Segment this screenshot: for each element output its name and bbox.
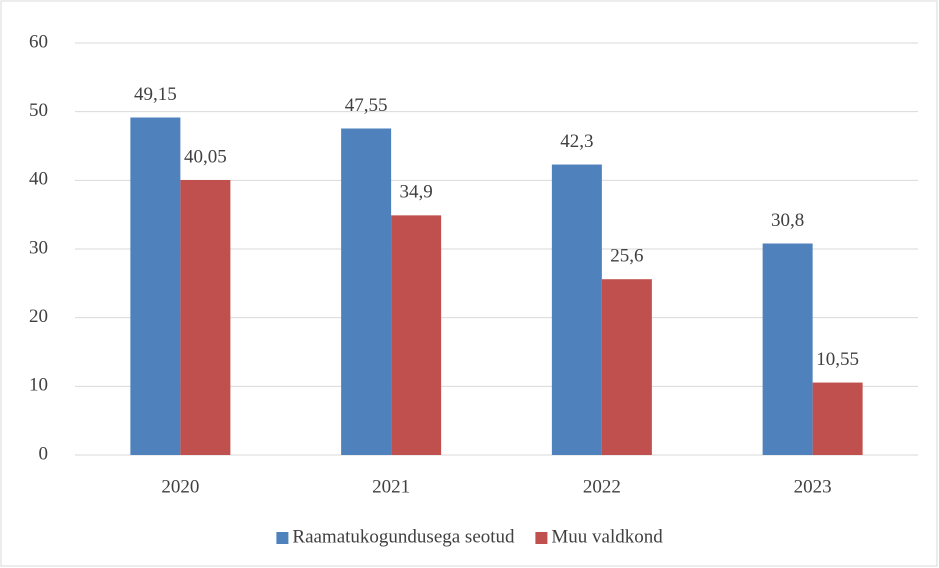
bar (341, 128, 392, 456)
data-label: 42,3 (560, 131, 593, 152)
x-tick-label: 2023 (794, 476, 832, 497)
data-label: 49,15 (134, 84, 177, 105)
x-tick-label: 2022 (583, 476, 621, 497)
x-tick-label: 2021 (372, 476, 410, 497)
y-tick-label: 10 (29, 375, 48, 396)
y-tick-label: 60 (29, 31, 48, 52)
bar (551, 164, 602, 456)
data-label: 40,05 (184, 146, 227, 167)
data-label: 34,9 (400, 182, 433, 203)
y-tick-label: 40 (29, 169, 48, 190)
legend-label: Muu valdkond (551, 526, 663, 547)
y-tick-label: 20 (29, 306, 48, 327)
bar (601, 279, 652, 455)
x-tick-label: 2020 (161, 476, 199, 497)
bar (812, 382, 863, 455)
legend-label: Raamatukogundusega seotud (292, 526, 515, 547)
bar (391, 215, 442, 455)
bar (762, 243, 813, 455)
legend-swatch (276, 532, 289, 544)
data-label: 47,55 (345, 95, 388, 116)
y-tick-label: 0 (39, 443, 49, 464)
y-tick-label: 30 (29, 237, 48, 258)
bar (130, 117, 181, 456)
bar (180, 179, 231, 456)
legend-swatch (535, 532, 548, 544)
y-tick-label: 50 (29, 100, 48, 121)
data-label: 10,55 (816, 349, 859, 370)
data-label: 30,8 (771, 210, 804, 231)
data-label: 25,6 (610, 246, 643, 267)
